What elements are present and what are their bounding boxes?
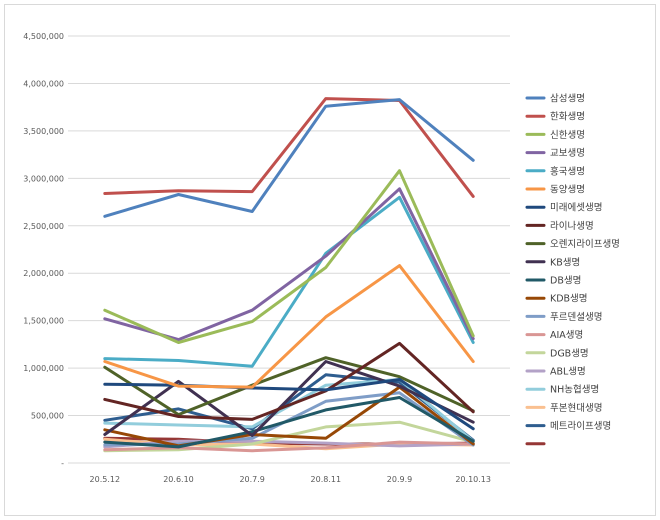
y-tick-label: 3,500,000: [23, 127, 64, 136]
series-line: [103, 195, 475, 368]
series-lines: [103, 97, 475, 453]
legend-label: 흥국생명: [550, 165, 585, 177]
series-line: [103, 169, 475, 344]
legend-label: 오렌지라이프생명: [550, 239, 620, 250]
y-tick-label: 1,500,000: [23, 317, 64, 326]
y-tick-label: -: [61, 459, 64, 468]
series-line: [103, 396, 475, 449]
series-line: [103, 97, 475, 198]
legend-label: NH농협생명: [550, 384, 599, 396]
x-tick-label: 20.9.9: [387, 475, 412, 484]
y-tick-label: 1,000,000: [23, 364, 64, 373]
legend-label: 푸본현대생명: [550, 403, 602, 414]
y-tick-label: 2,500,000: [23, 222, 64, 231]
x-tick-label: 20.7.9: [239, 475, 264, 484]
series-line: [103, 440, 475, 453]
series-line: [103, 341, 475, 421]
y-tick-label: 4,000,000: [23, 79, 64, 88]
y-tick-label: 3,000,000: [23, 174, 64, 183]
x-tick-label: 20.8.11: [311, 475, 342, 484]
series-line: [103, 98, 475, 218]
legend-label: DB생명: [550, 276, 581, 287]
x-tick-label: 20.10.13: [455, 475, 491, 484]
y-tick-label: 500,000: [31, 412, 64, 421]
legend-label: AIA생명: [550, 330, 583, 341]
series-line: [103, 264, 475, 389]
series-line: [103, 356, 475, 417]
legend-label: DGB생명: [550, 348, 589, 359]
series-line: [103, 360, 475, 437]
legend: 삼성생명한화생명신한생명교보생명흥국생명동양생명미래에셋생명라이나생명오렌지라이…: [525, 94, 620, 446]
legend-label: KDB생명: [550, 294, 588, 305]
x-tick-label: 20.6.10: [163, 475, 194, 484]
legend-label: 라이나생명: [550, 221, 594, 232]
legend-label: 동양생명: [550, 185, 585, 196]
series-line: [103, 378, 475, 431]
x-tick-label: 20.5.12: [90, 475, 121, 484]
y-tick-label: 2,000,000: [23, 269, 64, 278]
legend-label: ABL생명: [550, 367, 586, 378]
legend-label: 메트라이프생명: [550, 421, 611, 432]
legend-label: 한화생명: [550, 112, 585, 123]
series-line: [103, 385, 475, 448]
legend-label: 신한생명: [550, 130, 585, 141]
legend-label: 미래에셋생명: [550, 203, 602, 214]
x-axis-ticks: 20.5.12 20.6.10 20.7.9 20.8.11 20.9.9 20.10.1…: [90, 475, 491, 484]
legend-label: 푸르덴셜생명: [550, 312, 602, 323]
legend-label: 삼성생명: [550, 94, 585, 105]
y-tick-label: 4,500,000: [23, 32, 64, 41]
legend-label: 교보생명: [550, 148, 585, 159]
y-axis-ticks: - 500,000 1,000,000 1,500,000 2,000,000 2,500…: [23, 32, 64, 468]
legend-label: KB생명: [550, 257, 580, 268]
